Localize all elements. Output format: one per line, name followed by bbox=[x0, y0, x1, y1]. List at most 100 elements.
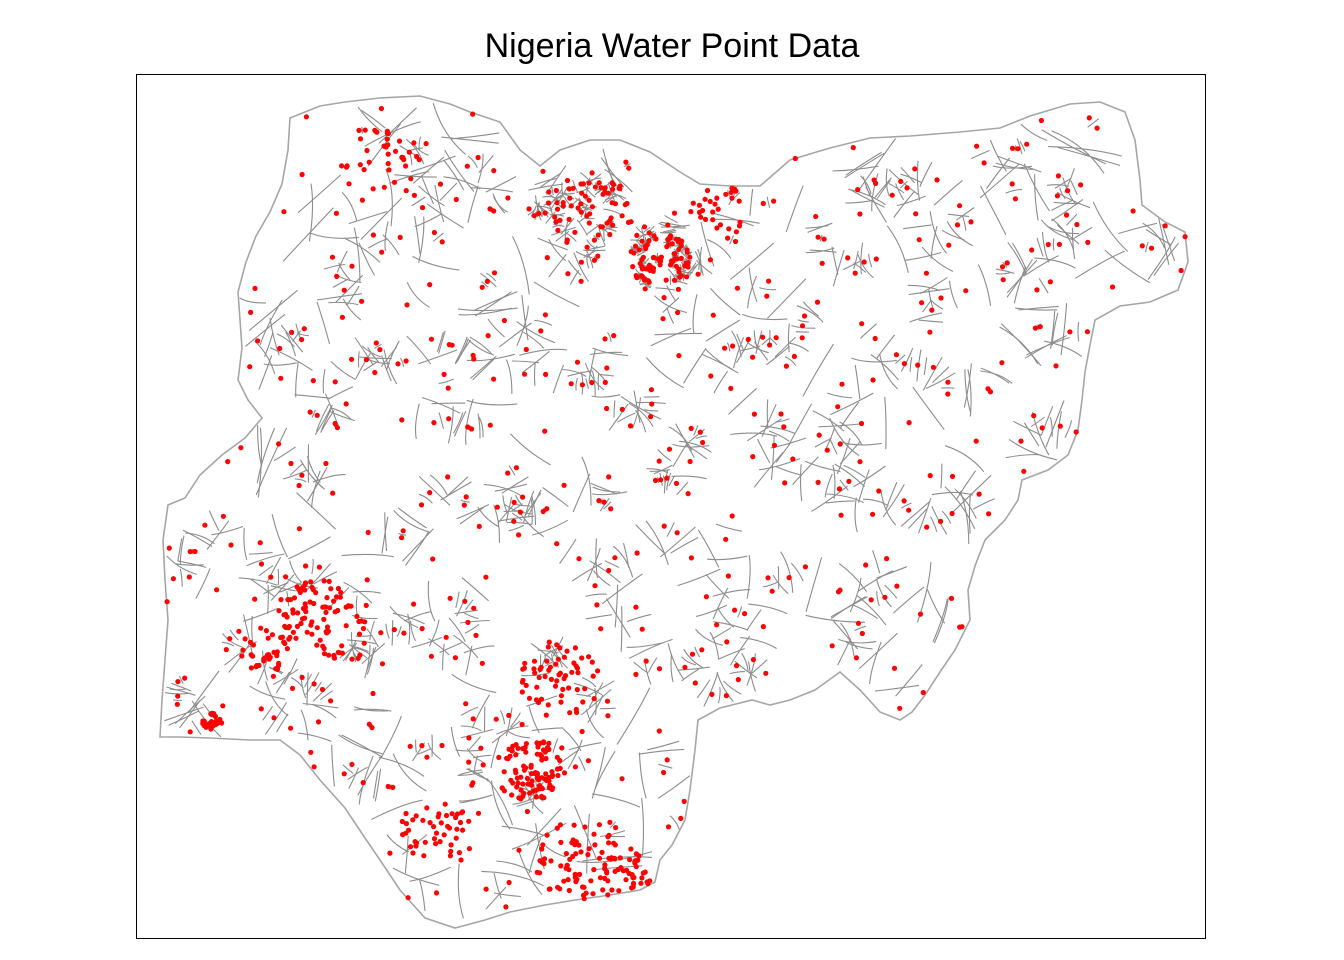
water-point bbox=[441, 371, 447, 377]
water-point bbox=[760, 334, 766, 340]
lga-boundary-line bbox=[576, 693, 592, 697]
lga-boundary-line bbox=[874, 177, 892, 198]
lga-boundary-line bbox=[166, 686, 196, 696]
lga-boundary-line bbox=[657, 775, 691, 799]
lga-boundary-line bbox=[541, 205, 553, 211]
water-point bbox=[220, 513, 226, 519]
lga-boundary-line bbox=[670, 537, 699, 554]
water-point bbox=[448, 842, 454, 848]
lga-boundary-line bbox=[895, 664, 923, 697]
water-point bbox=[572, 764, 579, 770]
lga-boundary-line bbox=[761, 336, 771, 346]
lga-boundary-line bbox=[829, 417, 860, 457]
water-point bbox=[282, 623, 288, 630]
water-point bbox=[579, 655, 585, 661]
lga-boundary-line bbox=[586, 239, 595, 249]
water-point bbox=[431, 420, 437, 426]
water-point bbox=[534, 740, 540, 746]
lga-boundary-line bbox=[472, 754, 492, 759]
water-point bbox=[321, 616, 327, 623]
water-point bbox=[579, 382, 586, 388]
water-point bbox=[586, 846, 592, 852]
lga-boundary-line bbox=[713, 370, 729, 394]
lga-boundary-line bbox=[1040, 405, 1054, 436]
lga-boundary-line bbox=[710, 288, 741, 316]
water-point bbox=[431, 824, 437, 830]
water-point bbox=[673, 480, 680, 486]
water-point bbox=[333, 210, 339, 216]
water-point bbox=[850, 145, 856, 151]
water-point bbox=[542, 210, 548, 216]
lga-boundary-line bbox=[717, 607, 735, 628]
lga-boundary-line bbox=[352, 646, 370, 655]
water-point bbox=[558, 839, 564, 846]
lga-boundary-line bbox=[986, 157, 1011, 190]
water-point bbox=[254, 663, 260, 669]
water-point bbox=[555, 227, 561, 233]
water-point bbox=[572, 871, 578, 878]
water-point bbox=[270, 673, 276, 679]
water-point bbox=[466, 735, 472, 741]
lga-boundary-line bbox=[753, 451, 784, 488]
water-point bbox=[543, 755, 549, 762]
lga-boundary-line bbox=[740, 345, 761, 352]
water-point bbox=[431, 836, 438, 842]
water-point bbox=[564, 177, 571, 184]
water-point bbox=[630, 875, 636, 881]
water-point bbox=[707, 198, 713, 205]
water-point bbox=[387, 850, 393, 856]
lga-boundary-line bbox=[405, 138, 425, 165]
water-point bbox=[517, 509, 524, 515]
lga-boundary-line bbox=[272, 668, 299, 686]
lga-boundary-line bbox=[490, 736, 501, 769]
lga-boundary-line bbox=[427, 581, 436, 622]
lga-boundary-line bbox=[551, 226, 576, 236]
lga-boundary-line bbox=[465, 645, 473, 676]
water-point bbox=[1034, 287, 1040, 293]
lga-boundary-line bbox=[511, 360, 540, 364]
water-point bbox=[901, 498, 907, 504]
lga-boundary-line bbox=[804, 460, 841, 472]
lga-boundary-line bbox=[418, 216, 425, 263]
water-point bbox=[582, 193, 589, 199]
lga-boundary-line bbox=[505, 707, 513, 737]
water-point bbox=[399, 535, 405, 541]
water-point bbox=[443, 812, 450, 819]
water-point bbox=[540, 842, 546, 848]
lga-boundary-line bbox=[741, 313, 788, 321]
water-point bbox=[304, 629, 310, 635]
lga-boundary-line bbox=[933, 179, 963, 206]
water-point bbox=[316, 564, 322, 570]
lga-boundary-line bbox=[659, 526, 696, 558]
water-point bbox=[462, 598, 468, 604]
lga-boundary-line bbox=[229, 629, 239, 641]
water-point bbox=[1084, 329, 1090, 335]
water-point bbox=[298, 620, 304, 627]
water-point bbox=[732, 238, 739, 245]
lga-boundary-line bbox=[686, 262, 700, 275]
water-point bbox=[552, 214, 558, 220]
water-point bbox=[461, 502, 467, 508]
lga-boundary-line bbox=[712, 212, 754, 227]
lga-boundary-line bbox=[447, 406, 454, 444]
water-point bbox=[619, 406, 625, 412]
water-point bbox=[722, 345, 728, 351]
lga-boundary-line bbox=[557, 749, 580, 766]
lga-boundary-line bbox=[242, 614, 254, 655]
water-point bbox=[471, 605, 477, 611]
water-point bbox=[919, 300, 925, 306]
water-point bbox=[170, 576, 176, 582]
lga-boundary-line bbox=[1013, 266, 1027, 304]
water-point bbox=[319, 686, 326, 693]
lga-boundary-line bbox=[411, 196, 426, 207]
lga-boundary-line bbox=[1077, 322, 1080, 342]
lga-boundary-line bbox=[868, 253, 873, 268]
lga-boundary-line bbox=[876, 566, 908, 579]
lga-boundary-line bbox=[1051, 130, 1105, 174]
water-point bbox=[730, 343, 736, 349]
water-point bbox=[837, 441, 843, 447]
lga-boundary-line bbox=[514, 494, 522, 505]
lga-boundary-line bbox=[353, 227, 361, 282]
water-point bbox=[192, 548, 198, 555]
lga-boundary-line bbox=[355, 352, 371, 379]
